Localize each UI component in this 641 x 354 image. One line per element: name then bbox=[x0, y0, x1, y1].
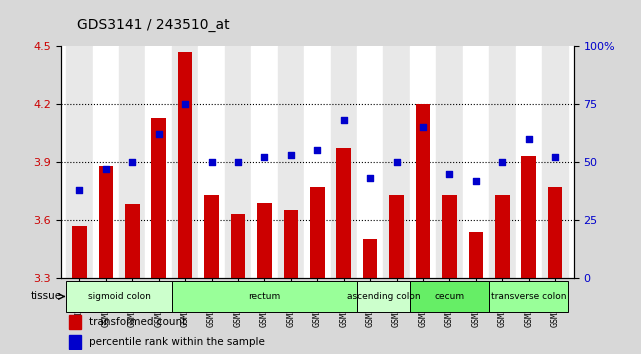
Text: sigmoid colon: sigmoid colon bbox=[88, 292, 151, 301]
Bar bbox=[304, 46, 331, 278]
Bar bbox=[225, 46, 251, 278]
Bar bbox=[463, 46, 489, 278]
Bar bbox=[257, 202, 272, 278]
Bar bbox=[515, 46, 542, 278]
Point bbox=[101, 166, 111, 172]
Text: ascending colon: ascending colon bbox=[347, 292, 420, 301]
Bar bbox=[469, 232, 483, 278]
Bar bbox=[363, 239, 378, 278]
Point bbox=[392, 159, 402, 165]
Bar bbox=[489, 46, 515, 278]
Point bbox=[206, 159, 217, 165]
Text: GDS3141 / 243510_at: GDS3141 / 243510_at bbox=[77, 18, 229, 32]
Bar bbox=[125, 205, 140, 278]
Bar bbox=[283, 210, 298, 278]
Point bbox=[74, 187, 85, 193]
Bar bbox=[542, 46, 569, 278]
Bar bbox=[389, 195, 404, 278]
Bar bbox=[251, 46, 278, 278]
Bar bbox=[437, 46, 463, 278]
Bar bbox=[548, 187, 562, 278]
Bar bbox=[442, 195, 457, 278]
Point bbox=[286, 152, 296, 158]
Point bbox=[154, 131, 164, 137]
Bar bbox=[410, 46, 437, 278]
Point bbox=[127, 159, 137, 165]
Bar bbox=[416, 104, 430, 278]
Bar bbox=[337, 148, 351, 278]
Bar bbox=[66, 281, 172, 312]
Bar bbox=[72, 226, 87, 278]
Point bbox=[497, 159, 508, 165]
Point bbox=[444, 171, 454, 176]
Text: transformed count: transformed count bbox=[89, 318, 187, 327]
Point bbox=[233, 159, 243, 165]
Bar bbox=[151, 118, 166, 278]
Bar bbox=[489, 281, 569, 312]
Point bbox=[312, 148, 322, 153]
Point bbox=[418, 124, 428, 130]
Bar bbox=[522, 156, 536, 278]
Bar bbox=[66, 46, 92, 278]
Text: percentile rank within the sample: percentile rank within the sample bbox=[89, 337, 265, 347]
Point bbox=[550, 154, 560, 160]
Bar bbox=[172, 281, 357, 312]
Text: cecum: cecum bbox=[435, 292, 465, 301]
Bar bbox=[119, 46, 146, 278]
Bar bbox=[331, 46, 357, 278]
Bar bbox=[172, 46, 198, 278]
Text: tissue: tissue bbox=[30, 291, 62, 302]
Bar bbox=[198, 46, 225, 278]
Bar bbox=[495, 195, 510, 278]
Bar bbox=[204, 195, 219, 278]
Text: rectum: rectum bbox=[248, 292, 281, 301]
Point bbox=[260, 154, 270, 160]
Bar bbox=[278, 46, 304, 278]
Bar bbox=[146, 46, 172, 278]
Bar bbox=[410, 281, 489, 312]
Bar bbox=[92, 46, 119, 278]
Bar bbox=[383, 46, 410, 278]
Point bbox=[470, 178, 481, 183]
Bar bbox=[69, 315, 81, 329]
Bar bbox=[231, 214, 246, 278]
Bar bbox=[357, 46, 383, 278]
Bar bbox=[310, 187, 324, 278]
Point bbox=[180, 101, 190, 107]
Bar bbox=[178, 52, 192, 278]
Bar bbox=[69, 335, 81, 348]
Point bbox=[365, 175, 375, 181]
Bar bbox=[357, 281, 410, 312]
Point bbox=[524, 136, 534, 142]
Bar bbox=[99, 166, 113, 278]
Point bbox=[338, 118, 349, 123]
Text: transverse colon: transverse colon bbox=[491, 292, 567, 301]
